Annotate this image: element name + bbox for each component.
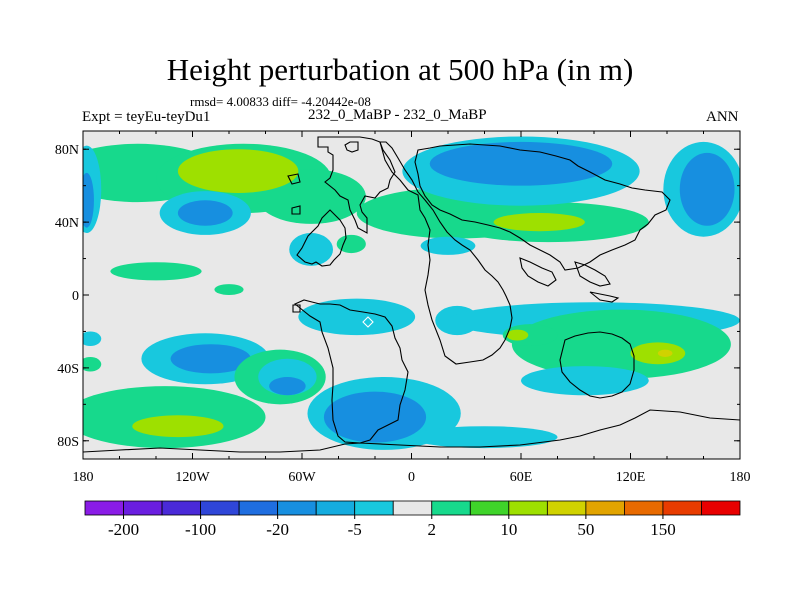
contour-region [493, 213, 585, 232]
coastline-europe-africa [379, 141, 513, 365]
contour-region [132, 415, 224, 438]
contour-region [298, 298, 416, 336]
colorbar-label: 150 [650, 520, 676, 539]
contour-region [679, 152, 735, 226]
contour-region [110, 262, 202, 281]
contour-region [657, 349, 673, 357]
colorbar-swatch [585, 500, 625, 516]
contour-region [83, 331, 102, 347]
contour-region [521, 366, 649, 396]
y-tick-label: 40S [57, 362, 79, 377]
coastline-small-island [291, 205, 301, 215]
colorbar-swatch [662, 500, 702, 516]
x-tick-label: 120E [616, 470, 646, 485]
contour-region [506, 329, 529, 341]
contour-region [336, 234, 366, 254]
contour-region [420, 236, 476, 255]
coastline-antarctica [83, 409, 740, 453]
x-tick-label: 180 [730, 470, 751, 485]
colorbar-label: -100 [185, 520, 216, 539]
contour-region [511, 309, 731, 379]
x-tick-label: 180 [73, 470, 94, 485]
contour-region [83, 172, 94, 228]
x-tick-label: 120W [175, 470, 210, 485]
contour-region [170, 344, 251, 374]
colorbar-label: 50 [577, 520, 594, 539]
contour-region [214, 284, 244, 295]
y-tick-label: 80N [55, 143, 79, 158]
axes-layer: 180 120W 60W 0 60E 120E 180 80N 40N 0 40S 80S [55, 131, 751, 485]
coastline-arabia-india [519, 257, 557, 287]
contour-region [269, 377, 306, 396]
coastline-asia [414, 143, 671, 271]
coastline-islands [589, 291, 620, 303]
colorbar-label: 2 [428, 520, 437, 539]
colorbar-swatch [469, 500, 510, 516]
contour-region [289, 233, 334, 266]
colorbar-swatch [431, 500, 471, 516]
colorbar-swatch [624, 500, 664, 516]
coastline-north-america [317, 136, 396, 234]
x-tick-label: 60E [510, 470, 533, 485]
contour-region [411, 426, 558, 449]
coastline-central-america [296, 209, 347, 267]
x-tick-label: 60W [288, 470, 316, 485]
coastline-small-island [292, 304, 301, 313]
coastline-layer [83, 136, 740, 453]
colorbar: -200 -100 -20 -5 2 10 50 150 [84, 500, 741, 539]
colorbar-swatch [123, 500, 163, 516]
x-tick-label: 0 [408, 470, 415, 485]
colorbar-label: -200 [108, 520, 139, 539]
colorbar-swatch [84, 500, 124, 516]
colorbar-swatch [546, 500, 587, 516]
contour-region [429, 141, 613, 186]
colorbar-swatch [161, 500, 201, 516]
colorbar-label: -20 [266, 520, 289, 539]
chart-title: Height perturbation at 500 hPa (in m) [166, 52, 634, 87]
colorbar-swatch [508, 500, 548, 516]
contour-region [177, 149, 299, 193]
colorbar-swatch [200, 500, 240, 516]
contour-region [502, 324, 558, 347]
contour-region [323, 391, 427, 443]
colorbar-swatch [701, 500, 741, 516]
colorbar-swatch [315, 500, 356, 516]
colorbar-label: -5 [348, 520, 362, 539]
colorbar-swatch [392, 500, 433, 516]
colorbar-swatch [238, 500, 279, 516]
y-tick-label: 40N [55, 216, 79, 231]
stats-line: rmsd= 4.00833 diff= -4.20442e-08 [190, 94, 371, 109]
colorbar-label: 10 [500, 520, 517, 539]
coastline-australia [559, 331, 635, 399]
coastline-small-island [287, 173, 301, 185]
experiment-label: Expt = teyEu-teyDu1 [82, 109, 211, 125]
case-label: 232_0_MaBP - 232_0_MaBP [308, 107, 487, 123]
season-label: ANN [706, 109, 739, 125]
coastline-se-asia [574, 261, 611, 287]
contour-fill-layer [83, 136, 740, 450]
colorbar-swatch [277, 500, 317, 516]
y-tick-label: 80S [57, 435, 79, 450]
y-tick-label: 0 [72, 289, 79, 304]
colorbar-swatch [354, 500, 394, 516]
contour-region [177, 200, 233, 226]
coastline-greenland [344, 141, 359, 153]
coastline-small-island [362, 316, 374, 328]
coastline-south-america [293, 299, 409, 444]
